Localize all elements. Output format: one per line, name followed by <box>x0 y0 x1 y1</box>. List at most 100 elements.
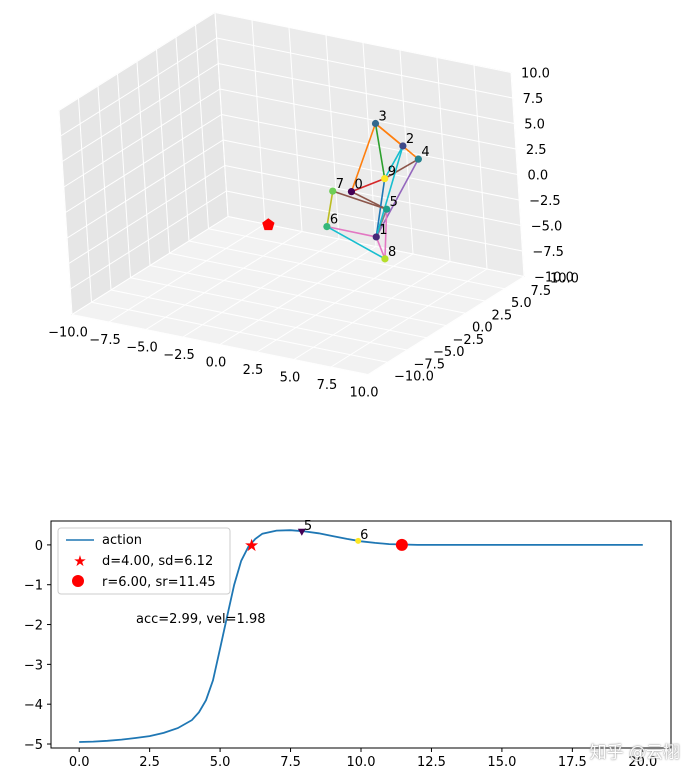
graph-edge <box>326 190 334 227</box>
watermark: 知乎 @云栩 <box>589 743 680 763</box>
back-grid-line <box>219 88 516 150</box>
legend-label-action: action <box>102 533 142 548</box>
graph-edge <box>374 122 419 160</box>
y-tick-label: −2 <box>24 619 43 634</box>
star-marker: ★ <box>244 536 259 556</box>
x-tick-label: 2.5 <box>243 363 264 378</box>
back-grid-line <box>473 64 488 270</box>
left-grid-line <box>61 63 219 162</box>
graph-node <box>381 175 389 183</box>
z-tick-label: 2.5 <box>526 143 547 158</box>
x-tick-label: 0.0 <box>206 356 227 371</box>
floor-grid-line <box>149 265 447 326</box>
node-label: 7 <box>336 177 344 192</box>
back-grid-line <box>436 57 451 262</box>
3d-grid <box>58 12 525 375</box>
x-tick-label: 20.0 <box>628 755 657 770</box>
3d-tick-labels: −10.0 −7.5 −5.0 −2.5 0.0 2.5 5.0 7.5 10.0−10.0−7… <box>48 67 579 401</box>
x-tick-label: 5.0 <box>210 755 231 770</box>
back-grid-line <box>218 63 515 124</box>
legend-box <box>57 527 231 595</box>
x-tick-label: 10.0 <box>350 386 379 401</box>
graph-node <box>372 233 380 241</box>
floor-grid-line <box>227 216 525 277</box>
x-tick-label: −5.0 <box>126 341 158 356</box>
node-label: 9 <box>388 165 396 180</box>
graph-edge <box>350 123 377 192</box>
y-tick-label: −1 <box>24 579 43 594</box>
left-grid-line <box>65 114 222 213</box>
graph-edge <box>384 158 419 180</box>
circle-marker <box>395 538 408 551</box>
graph-edge <box>326 225 377 238</box>
triangle-marker <box>297 528 306 536</box>
y-tick-label: −4 <box>24 698 43 713</box>
graph-edge <box>351 177 385 193</box>
2d-markers: ★ 5 6 <box>244 519 408 556</box>
pentagon-icon <box>262 218 275 231</box>
graph-edge <box>326 225 386 260</box>
z-tick-label: −10.0 <box>534 271 574 286</box>
graph-edge <box>384 145 404 179</box>
graph-node <box>347 188 356 196</box>
graph-node <box>323 223 331 231</box>
z-tick-label: 0.0 <box>528 169 549 184</box>
x-tick-label: −7.5 <box>89 333 121 348</box>
graph-edge <box>332 190 387 210</box>
x-tick-label: −2.5 <box>163 348 195 363</box>
legend-label-star: d=4.00, sd=6.12 <box>102 554 213 569</box>
left-grid-line <box>175 36 190 242</box>
point-marker <box>355 537 362 544</box>
graph-node <box>329 187 337 195</box>
y-tick-label: −7.5 <box>414 357 446 372</box>
back-grid-line <box>214 12 512 73</box>
back-grid-line <box>510 72 525 277</box>
floor-grid-line <box>208 228 505 290</box>
legend-label-circle: r=6.00, sr=11.45 <box>102 575 216 590</box>
graph-node <box>414 155 422 163</box>
y-tick-label: −5 <box>24 738 43 753</box>
graph-edge <box>375 236 386 260</box>
graph-edge <box>384 209 388 259</box>
x-tick-label: 0.0 <box>69 755 90 770</box>
floor-grid-line <box>169 252 466 314</box>
2d-ticks: 0.0 2.5 5.0 7.5 10.0 12.5 15.0 17.5 20.0 0 −1 −2 −3 −… <box>24 539 657 770</box>
annotation-text: acc=2.99, vel=1.98 <box>136 612 266 627</box>
graph-edges <box>326 122 420 260</box>
node-label: 8 <box>388 245 396 260</box>
x-tick-label: 15.0 <box>487 755 516 770</box>
left-grid-line <box>195 24 209 229</box>
back-grid-line <box>216 37 513 99</box>
z-tick-label: 10.0 <box>521 67 550 82</box>
z-tick-label: −2.5 <box>529 194 561 209</box>
left-grid-line <box>63 88 221 188</box>
back-grid-line <box>221 114 518 175</box>
2d-axes: 0.0 2.5 5.0 7.5 10.0 12.5 15.0 17.5 20.0 0 −1 −2 −3 −… <box>24 519 672 770</box>
floor-grid-line <box>330 268 488 368</box>
graph-nodes: 0 1 2 3 4 5 6 7 8 9 <box>323 110 430 263</box>
graph-edge <box>375 158 420 238</box>
left-grid-line <box>156 49 170 254</box>
x-tick-label: 7.5 <box>317 378 338 393</box>
floor-grid-line <box>256 253 414 353</box>
node-label: 6 <box>330 213 338 228</box>
z-tick-label: 5.0 <box>524 118 545 133</box>
left-grid-line <box>58 12 216 111</box>
floor-grid-line <box>367 276 525 375</box>
y-tick-label: −10.0 <box>394 370 434 385</box>
node-label: 5 <box>390 195 398 210</box>
y-tick-label: 0 <box>35 539 43 554</box>
x-tick-label: 2.5 <box>139 755 160 770</box>
x-tick-label: 5.0 <box>280 371 301 386</box>
node-label: 3 <box>379 110 387 125</box>
graph-node <box>399 142 407 150</box>
3d-axes: −10.0 −7.5 −5.0 −2.5 0.0 2.5 5.0 7.5 10.0−10.0−7… <box>48 11 579 401</box>
point-label: 6 <box>360 528 368 543</box>
back-grid-line <box>399 49 414 255</box>
x-tick-label: 10.0 <box>347 755 376 770</box>
2d-series <box>79 529 643 743</box>
y-tick-label: 0.0 <box>472 321 493 336</box>
y-tick-label: −5.0 <box>433 345 465 360</box>
floor-grid-line <box>293 261 451 360</box>
